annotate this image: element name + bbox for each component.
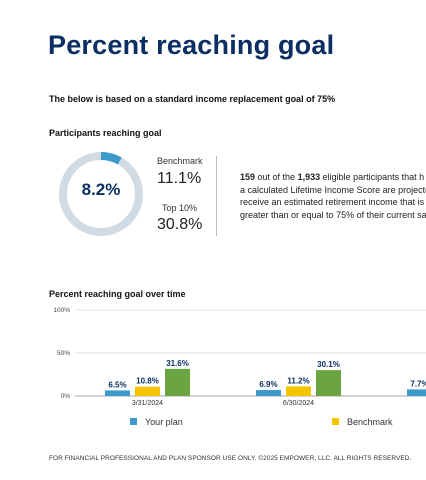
top10-label: Top 10% bbox=[162, 203, 198, 213]
bar-data-label: 7.7% bbox=[410, 379, 426, 388]
footer-disclaimer: FOR FINANCIAL PROFESSIONAL AND PLAN SPON… bbox=[49, 455, 412, 462]
bar-data-label: 30.1% bbox=[317, 360, 340, 369]
legend-benchmark: Benchmark bbox=[332, 417, 393, 427]
bar-data-label: 31.6% bbox=[166, 359, 189, 368]
top10-value: 30.8% bbox=[157, 216, 203, 233]
bar bbox=[407, 389, 426, 396]
donut-fill-arc bbox=[59, 152, 143, 236]
participants-donut-chart bbox=[59, 152, 143, 236]
stats-divider bbox=[216, 156, 217, 236]
y-tick-label: 0% bbox=[61, 393, 71, 400]
goal-subtitle: The below is based on a standard income … bbox=[49, 94, 336, 104]
page-title: Percent reaching goal bbox=[48, 30, 335, 60]
participants-description: 159 out of the 1,933 eligible participan… bbox=[240, 171, 426, 221]
bar bbox=[316, 370, 341, 396]
bar-data-label: 6.9% bbox=[259, 380, 277, 389]
desc-text2: eligible participants that h bbox=[320, 172, 425, 182]
bar-data-label: 6.5% bbox=[108, 380, 126, 389]
benchmark-value: 11.1% bbox=[157, 170, 202, 187]
bar-data-label: 10.8% bbox=[136, 377, 159, 386]
bar bbox=[256, 390, 281, 396]
desc-count: 159 bbox=[240, 172, 256, 182]
chart-section-label: Percent reaching goal over time bbox=[49, 289, 186, 299]
desc-line4: greater than or equal to 75% of their cu… bbox=[240, 209, 426, 220]
legend-label-benchmark: Benchmark bbox=[347, 417, 393, 427]
legend-label-your-plan: Your plan bbox=[145, 417, 183, 427]
legend-swatch-benchmark bbox=[332, 418, 339, 425]
bar bbox=[286, 386, 311, 396]
legend-swatch-your-plan bbox=[130, 418, 137, 425]
bar bbox=[165, 368, 190, 396]
participants-section-label: Participants reaching goal bbox=[49, 128, 162, 138]
desc-text1: out of the bbox=[255, 172, 298, 182]
bar bbox=[105, 390, 130, 396]
desc-total: 1,933 bbox=[297, 172, 321, 182]
desc-line3: receive an estimated retirement income t… bbox=[240, 197, 425, 207]
y-tick-label: 100% bbox=[53, 307, 70, 314]
x-tick-label: 3/31/2024 bbox=[132, 400, 163, 407]
desc-line2: a calculated Lifetime Income Score are p… bbox=[240, 184, 426, 195]
y-tick-label: 50% bbox=[57, 350, 70, 357]
benchmark-label: Benchmark bbox=[157, 156, 203, 166]
participants-percent: 8.2% bbox=[81, 180, 121, 199]
bar bbox=[135, 386, 160, 396]
x-tick-label: 6/30/2024 bbox=[283, 400, 314, 407]
goal-over-time-chart: 100% 50% 0% 6.5% 10.8% 31.6% 3/31/2024 6.9% 11.2… bbox=[53, 307, 426, 407]
legend-your-plan: Your plan bbox=[130, 417, 183, 427]
bar-data-label: 11.2% bbox=[287, 376, 309, 385]
